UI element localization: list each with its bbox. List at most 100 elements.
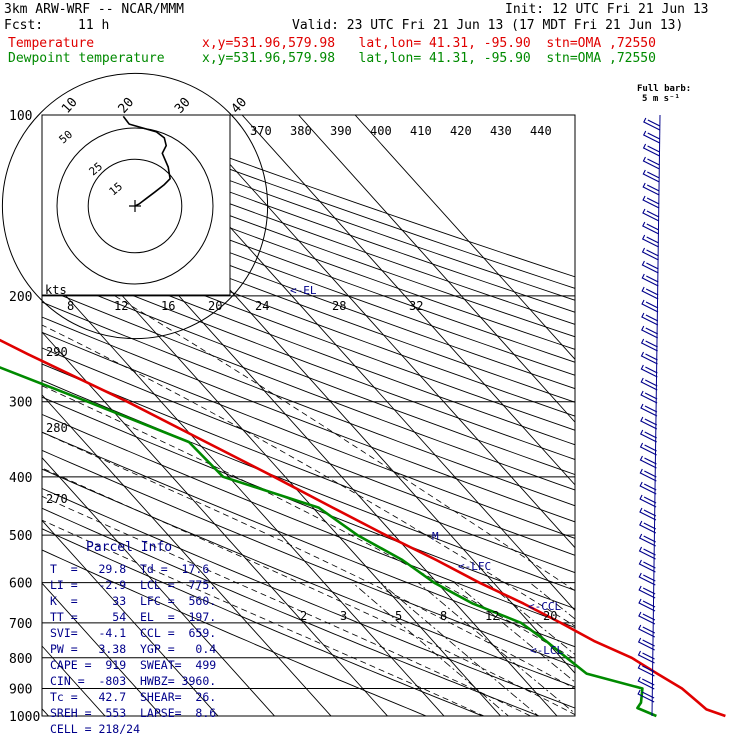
level-marker-el: <-EL (290, 284, 317, 297)
theta-e-label: 270 (46, 492, 68, 506)
mixing-ratio-label: 8 (440, 609, 447, 623)
isotherm (241, 115, 575, 486)
wind-barb (637, 663, 655, 677)
isotherm (42, 268, 445, 716)
wind-barb (640, 377, 658, 391)
wind-barb (640, 364, 658, 378)
dry-adiabat (42, 549, 428, 716)
dry-adiabat (42, 272, 575, 476)
pressure-label: 1000 (9, 710, 40, 725)
wind-barb (638, 533, 656, 547)
dry-adiabat (42, 396, 575, 610)
dry-adiabat (42, 468, 575, 688)
pressure-label: 100 (9, 109, 32, 124)
parcel-row: Tc = 42.7 SHEAR= 26. (50, 690, 217, 704)
isotherm (42, 331, 389, 716)
wind-barb (642, 169, 660, 183)
moist-adiabat (42, 467, 575, 716)
wind-barb (639, 442, 657, 456)
theta-label: 410 (410, 124, 432, 138)
mixing-ratio-label: 12 (485, 609, 499, 623)
wind-barb (639, 507, 657, 521)
parcel-row: TT = 54 EL = 197. (50, 610, 217, 624)
hodograph-ring (56, 127, 214, 285)
theta-label: 390 (330, 124, 352, 138)
pressure-label: 400 (9, 471, 32, 486)
pressure-label: 500 (9, 529, 32, 544)
level-marker-m: M (432, 530, 439, 543)
theta-label: 430 (490, 124, 512, 138)
dry-adiabat (42, 347, 575, 556)
theta-label: 420 (450, 124, 472, 138)
parcel-row: LI = -2.9 LCL = 775. (50, 578, 217, 592)
wind-barb (637, 650, 655, 664)
dry-adiabat (42, 363, 575, 574)
wind-barb (638, 598, 656, 612)
isotherm-label: 40 (229, 95, 251, 117)
wind-barb (641, 260, 659, 274)
dry-adiabat (42, 449, 575, 668)
forecast-hour: 11 h (78, 18, 110, 33)
isotherm (185, 115, 575, 549)
mixing-ratio-label: 2 (300, 609, 307, 623)
legend-temperature: Temperature (8, 36, 95, 51)
wind-barb (642, 143, 660, 157)
mixing-ratio-line (454, 582, 575, 683)
mixing-ratio-line (417, 582, 575, 715)
init-time: Init: 12 UTC Fri 21 Jun 13 (505, 2, 709, 17)
level-marker-ccl: <-CCL (528, 600, 561, 613)
moist-adiabat (42, 431, 575, 690)
wind-barb (641, 299, 659, 313)
barb-legend-title: Full barb: (637, 84, 692, 94)
parcel-row: PW = 3.38 YGP = 0.4 (50, 642, 217, 656)
wind-barb (641, 286, 659, 300)
wind-barb (639, 494, 657, 508)
series-dewpoint-temperature (0, 366, 657, 718)
pressure-label: 300 (9, 396, 32, 411)
wind-barb (642, 195, 660, 209)
dry-adiabat (42, 205, 575, 403)
isotherm-label: 10 (59, 95, 81, 117)
theta-e-label: 280 (46, 421, 68, 435)
parcel-row: CAPE = 919 SWEAT= 499 (50, 658, 217, 672)
wind-barb (637, 676, 655, 690)
mixing-ratio-line (352, 582, 510, 716)
hodograph-trace (122, 115, 171, 207)
parcel-info-title: Parcel Info (86, 540, 173, 555)
valid-time: Valid: 23 UTC Fri 21 Jun 13 (17 MDT Fri … (292, 18, 684, 33)
mixing-ratio-label: 20 (543, 609, 557, 623)
parcel-row: CELL = 218/24 (50, 722, 141, 736)
wind-barb (637, 689, 655, 703)
parcel-row: CIN = -803 HWBZ= 3960. (50, 674, 217, 688)
wind-barb (642, 156, 660, 170)
speed-label: 24 (255, 299, 269, 313)
legend-dewpoint: Dewpoint temperature (8, 51, 165, 66)
wind-barb (640, 416, 658, 430)
isotherm-label: 30 (172, 95, 194, 117)
dry-adiabat (42, 286, 575, 491)
wind-barb (637, 637, 655, 651)
station-info-dewpoint: x,y=531.96,579.98 lat,lon= 41.31, -95.90… (202, 51, 656, 66)
parcel-row: K = 33 LFC = 560. (50, 594, 217, 608)
dry-adiabat (42, 192, 575, 390)
wind-barb (638, 585, 656, 599)
dry-adiabat (42, 431, 575, 648)
mixing-ratio-label: 3 (340, 609, 347, 623)
speed-label: 28 (332, 299, 346, 313)
wind-barb (640, 403, 658, 417)
level-marker-lcl: <-LCL (530, 644, 563, 657)
isotherm (0, 115, 3, 729)
wind-barb (638, 559, 656, 573)
dry-adiabat (42, 231, 575, 431)
moist-adiabat (114, 295, 575, 592)
wind-barb (642, 182, 660, 196)
mixing-ratio-label: 5 (395, 609, 402, 623)
isotherm (42, 582, 163, 716)
hodograph-ring (87, 158, 183, 254)
theta-label: 370 (250, 124, 272, 138)
wind-barb (642, 221, 660, 235)
theta-label: 400 (370, 124, 392, 138)
wind-barb (639, 429, 657, 443)
dry-adiabat (42, 331, 575, 539)
